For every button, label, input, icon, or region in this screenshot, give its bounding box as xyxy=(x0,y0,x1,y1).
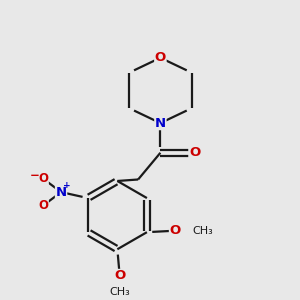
Text: O: O xyxy=(38,172,48,185)
Text: N: N xyxy=(155,117,166,130)
Text: O: O xyxy=(169,224,181,237)
Text: O: O xyxy=(189,146,200,159)
Text: O: O xyxy=(114,269,125,283)
Text: −: − xyxy=(29,169,39,182)
Text: +: + xyxy=(63,181,71,190)
Text: N: N xyxy=(56,186,67,199)
Text: O: O xyxy=(38,199,48,212)
Text: CH₃: CH₃ xyxy=(192,226,213,236)
Text: O: O xyxy=(155,51,166,64)
Text: CH₃: CH₃ xyxy=(109,287,130,297)
